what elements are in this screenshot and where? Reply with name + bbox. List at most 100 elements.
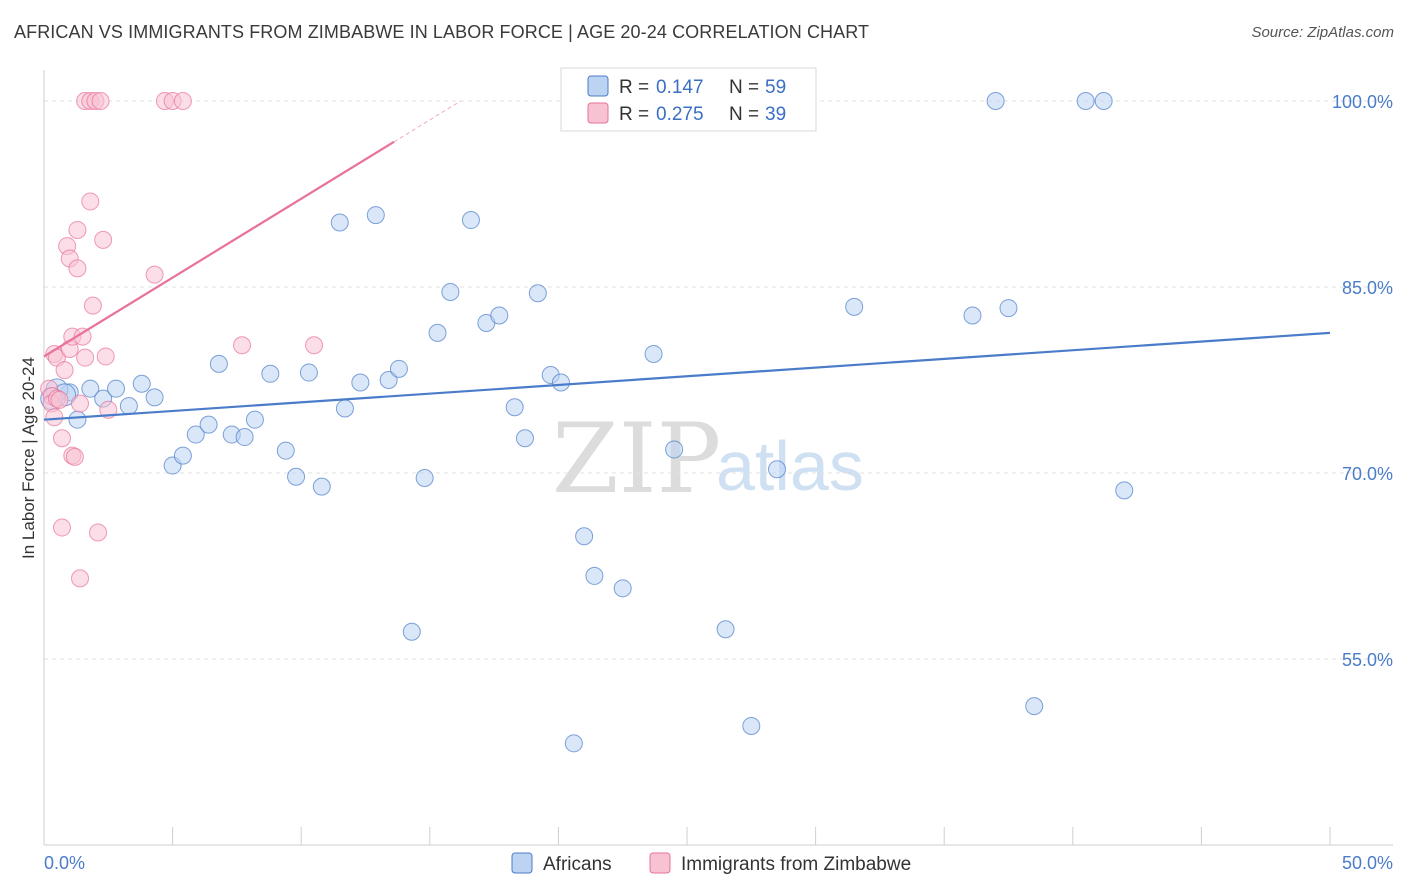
africans-point: [173, 446, 192, 465]
bottom-legend-swatch-zimbabwe: [649, 852, 671, 874]
zimbabwe-point: [89, 523, 108, 542]
africans-point: [551, 373, 570, 392]
zimbabwe-point: [145, 265, 164, 284]
africans-point: [564, 734, 583, 753]
trend-lines: [43, 100, 1331, 421]
watermark-zip: ZIP: [552, 403, 721, 515]
zimbabwe-point: [76, 348, 95, 367]
series-legend: Africans Immigrants from Zimbabwe: [511, 852, 911, 875]
legend-r-value-africans: 0.147: [656, 77, 704, 98]
source-label: Source: ZipAtlas.com: [1251, 24, 1394, 41]
africans-point: [245, 410, 264, 429]
africans-point: [1025, 697, 1044, 716]
zimbabwe-point: [50, 390, 69, 409]
zimbabwe-point: [45, 408, 64, 427]
africans-point: [665, 440, 684, 459]
africans-point: [209, 354, 228, 373]
africans-point: [335, 399, 354, 418]
africans-point: [986, 92, 1005, 110]
africans-point: [366, 206, 385, 225]
africans-point: [428, 323, 447, 342]
zimbabwe-point: [55, 361, 74, 380]
zimbabwe-trend-extension: [393, 100, 461, 143]
africans-point: [505, 398, 524, 417]
zimbabwe-point: [233, 336, 252, 355]
africans-point: [330, 213, 349, 232]
y-axis-title: In Labor Force | Age 20-24: [19, 357, 38, 559]
watermark-atlas: atlas: [716, 427, 864, 505]
africans-point: [68, 410, 87, 429]
zimbabwe-point: [83, 296, 102, 315]
zimbabwe-point: [53, 429, 72, 448]
x-tick-label-min: 0.0%: [44, 853, 85, 873]
y-tick-label: 100.0%: [1332, 92, 1393, 112]
africans-point: [515, 429, 534, 448]
africans-point: [132, 374, 151, 393]
zimbabwe-point: [68, 220, 87, 239]
africans-point: [768, 460, 787, 479]
africans-point: [312, 477, 331, 496]
bottom-legend-label-africans: Africans: [543, 854, 612, 875]
africans-point: [107, 379, 126, 398]
africans-point: [389, 359, 408, 378]
legend-swatch-zimbabwe: [587, 102, 609, 124]
legend-n-label-africans: N =: [729, 77, 759, 98]
series-zimbabwe: [40, 92, 324, 588]
legend-n-label-zimbabwe: N =: [729, 104, 759, 125]
y-tick-label: 70.0%: [1342, 464, 1393, 484]
legend-n-value-zimbabwe: 39: [765, 104, 786, 125]
africans-point: [299, 363, 318, 382]
zimbabwe-trend-line: [43, 140, 395, 358]
africans-point: [351, 373, 370, 392]
zimbabwe-point: [305, 336, 324, 355]
africans-point: [490, 306, 509, 325]
africans-point: [1115, 481, 1134, 500]
africans-point: [585, 566, 604, 585]
africans-point: [145, 388, 164, 407]
legend-r-value-zimbabwe: 0.275: [656, 104, 704, 125]
zimbabwe-point: [53, 518, 72, 537]
x-tick-label-max: 50.0%: [1342, 853, 1393, 873]
y-tick-labels: 55.0% 70.0% 85.0% 100.0%: [1332, 92, 1393, 670]
africans-point: [575, 527, 594, 546]
africans-point: [402, 622, 421, 641]
africans-point: [742, 716, 761, 735]
africans-point: [81, 379, 100, 398]
africans-point: [235, 428, 254, 447]
africans-point: [276, 441, 295, 460]
chart-title: AFRICAN VS IMMIGRANTS FROM ZIMBABWE IN L…: [14, 22, 870, 42]
legend-swatch-africans: [587, 75, 609, 97]
africans-point: [441, 282, 460, 301]
zimbabwe-point: [173, 92, 192, 110]
zimbabwe-point: [81, 192, 100, 211]
africans-point: [186, 425, 205, 444]
africans-point: [119, 397, 138, 416]
africans-point: [261, 364, 280, 383]
correlation-legend: R = 0.147 N = 59 R = 0.275 N = 39: [560, 67, 817, 132]
africans-point: [1094, 92, 1113, 110]
africans-point: [644, 344, 663, 363]
africans-point: [963, 306, 982, 325]
zimbabwe-point: [96, 347, 115, 366]
africans-point: [379, 371, 398, 389]
y-tick-label: 55.0%: [1342, 650, 1393, 670]
africans-point: [716, 620, 735, 639]
africans-point: [287, 467, 306, 486]
axes: [43, 70, 1393, 846]
africans-trend-line: [43, 331, 1331, 421]
zimbabwe-point: [71, 569, 90, 588]
africans-point: [461, 211, 480, 230]
africans-point: [999, 299, 1018, 318]
zimbabwe-point: [91, 92, 110, 110]
zimbabwe-point: [94, 230, 113, 249]
bottom-legend-label-zimbabwe: Immigrants from Zimbabwe: [681, 854, 911, 875]
africans-point: [415, 468, 434, 487]
bottom-legend-swatch-africans: [511, 852, 533, 874]
zimbabwe-point: [73, 327, 92, 346]
zimbabwe-point: [68, 259, 87, 278]
zimbabwe-point: [65, 447, 84, 466]
legend-r-label-africans: R =: [619, 77, 649, 98]
africans-point: [1076, 92, 1095, 110]
africans-point: [199, 415, 218, 434]
